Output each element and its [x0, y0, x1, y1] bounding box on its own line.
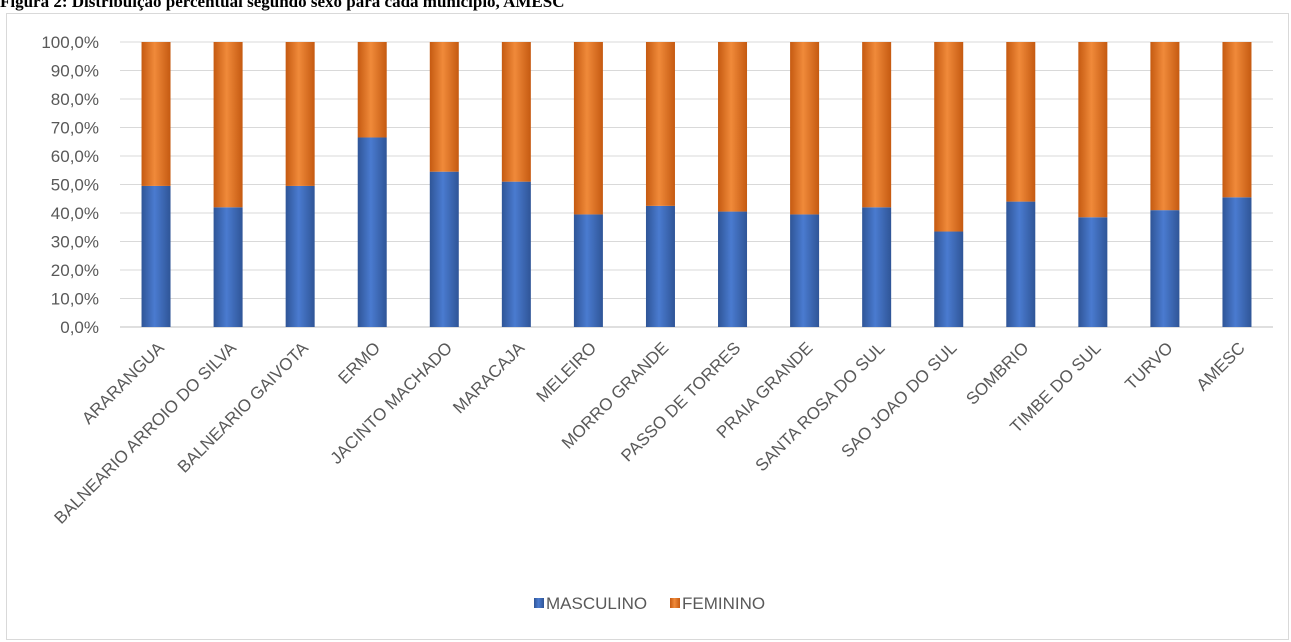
bar-masculino	[934, 231, 964, 327]
x-tick-label: MELEIRO	[533, 338, 601, 406]
y-tick-label: 10,0%	[51, 290, 99, 309]
y-tick-label: 30,0%	[51, 233, 99, 252]
bar-masculino	[357, 137, 387, 327]
x-tick-label: AMESC	[1193, 338, 1249, 394]
y-tick-label: 90,0%	[51, 62, 99, 81]
bar-feminino	[141, 42, 171, 186]
x-tick-label: MARACAJA	[449, 338, 528, 417]
y-tick-label: 20,0%	[51, 261, 99, 280]
legend-swatch-masculino	[534, 598, 544, 608]
bar-masculino	[1078, 217, 1108, 327]
bar-feminino	[285, 42, 315, 186]
bar-feminino	[1078, 42, 1108, 218]
bar-feminino	[357, 42, 387, 138]
y-tick-label: 0,0%	[60, 318, 99, 337]
bar-masculino	[501, 181, 531, 327]
bar-feminino	[790, 42, 820, 215]
x-tick-label: ERMO	[335, 338, 384, 387]
y-axis-tick-labels: 0,0% 10,0% 20,0% 30,0% 40,0% 50,0% 60,0% 70,0% 8…	[41, 33, 99, 337]
legend-label-feminino: FEMININO	[682, 594, 765, 613]
bar-feminino	[501, 42, 531, 182]
y-tick-label: 50,0%	[51, 176, 99, 195]
x-tick-label: BALNEARIO GAIVOTA	[174, 338, 313, 477]
x-tick-label: TURVO	[1121, 338, 1176, 393]
y-tick-label: 40,0%	[51, 204, 99, 223]
y-tick-label: 100,0%	[41, 33, 99, 52]
bar-masculino	[718, 211, 748, 327]
bar-feminino	[1006, 42, 1036, 202]
bar-masculino	[141, 185, 171, 327]
x-tick-label: SANTA ROSA DO SUL	[752, 338, 889, 475]
legend: MASCULINO FEMININO	[534, 594, 765, 613]
x-tick-label: JACINTO MACHADO	[327, 338, 456, 467]
figure-title: Figura 2: Distribuição percentual segund…	[0, 0, 565, 11]
bar-feminino	[645, 42, 675, 206]
bar-feminino	[573, 42, 603, 215]
bar-masculino	[1150, 210, 1180, 327]
bar-masculino	[645, 205, 675, 327]
y-tick-label: 60,0%	[51, 147, 99, 166]
bar-masculino	[285, 185, 315, 327]
bar-masculino	[1222, 197, 1252, 327]
y-tick-label: 80,0%	[51, 90, 99, 109]
legend-swatch-feminino	[670, 598, 680, 608]
bar-feminino	[1150, 42, 1180, 211]
bar-masculino	[1006, 201, 1036, 327]
bar-feminino	[934, 42, 964, 232]
bar-masculino	[862, 207, 892, 327]
x-tick-label: PASSO DE TORRES	[617, 338, 744, 465]
bar-masculino	[213, 207, 243, 327]
bar-masculino	[790, 214, 820, 327]
bar-feminino	[1222, 42, 1252, 198]
legend-label-masculino: MASCULINO	[546, 594, 647, 613]
bar-masculino	[573, 214, 603, 327]
bar-feminino	[213, 42, 243, 208]
bar-masculino	[429, 171, 459, 327]
y-tick-label: 70,0%	[51, 119, 99, 138]
bar-feminino	[429, 42, 459, 172]
bar-feminino	[862, 42, 892, 208]
bar-feminino	[718, 42, 748, 212]
x-tick-label: SOMBRIO	[962, 338, 1032, 408]
bars	[141, 42, 1252, 327]
